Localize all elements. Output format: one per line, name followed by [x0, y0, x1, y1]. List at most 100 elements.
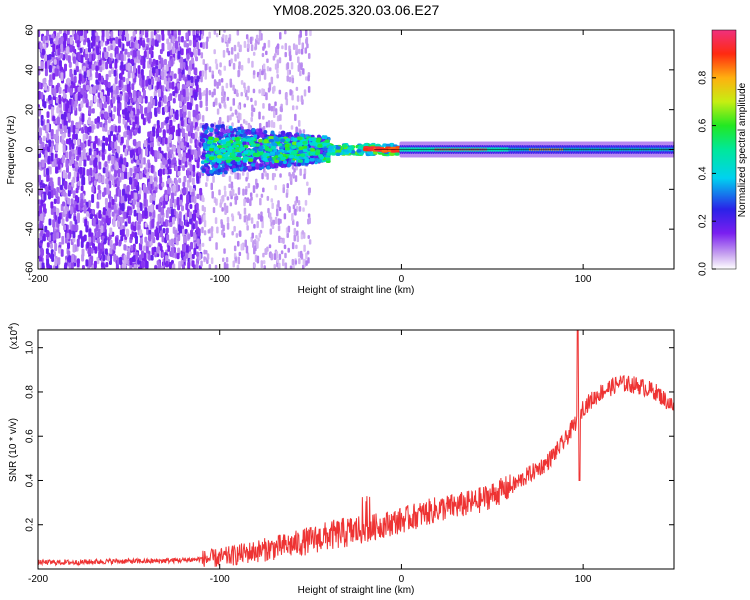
spectrogram-cell [203, 256, 206, 261]
spectrogram-cell [73, 149, 77, 155]
spectrogram-cell [67, 197, 71, 205]
spectrogram-cell [136, 159, 140, 165]
spectrogram-cell [55, 142, 59, 152]
spectrogram-cell [73, 171, 77, 178]
spectrogram-cell [112, 83, 116, 91]
spectrogram-cell [167, 30, 171, 36]
spectrogram-cell [258, 111, 261, 120]
spectrogram-cell [182, 165, 186, 171]
spectrogram-cell [290, 62, 294, 70]
spectrogram-cell [196, 126, 200, 132]
spectrogram-cell [242, 162, 247, 167]
spectrogram-cell [121, 32, 125, 42]
spectrogram-cell [262, 152, 268, 157]
spectrogram-cell [213, 79, 217, 87]
spectrogram-cell [270, 198, 274, 203]
spectrogram-cell [40, 199, 44, 207]
spectrogram-cell [265, 92, 268, 101]
spectrogram-cell [218, 131, 223, 136]
spectrogram-cell [142, 39, 146, 48]
spectrogram-cell [308, 217, 311, 225]
spectrogram-cell [151, 219, 155, 228]
spectrogram-cell [159, 49, 163, 55]
spectrogram-cell [170, 108, 174, 116]
spectrogram-cell [53, 88, 57, 97]
spectrogram-cell [155, 59, 159, 66]
spectrogram-cell [242, 119, 246, 124]
spectrogram-cell [272, 111, 276, 118]
spectrogram-cell [158, 203, 162, 213]
spectrogram-cell [96, 46, 100, 56]
spectrogram-cell [72, 244, 76, 253]
spectrogram-cell [276, 48, 280, 56]
spectrogram-cell [83, 234, 87, 242]
spectrogram-cell [50, 201, 54, 209]
spectrogram-cell [127, 145, 131, 152]
spectrogram-cell [79, 47, 83, 54]
spectrogram-cell [219, 202, 222, 208]
spectrogram-cell [244, 188, 248, 196]
spectrogram-cell [57, 48, 61, 56]
spectrogram-cell [135, 251, 139, 260]
spectrogram-cell [223, 65, 227, 71]
spectrogram-cell [170, 208, 174, 218]
spectrogram-cell [174, 40, 178, 50]
spectrogram-cell [288, 76, 292, 83]
spectrogram-cell [121, 172, 125, 180]
spectrogram-cell [229, 190, 232, 197]
spectrogram-cell [144, 207, 148, 217]
spectrogram-cell [107, 154, 111, 161]
spectrogram-cell [166, 234, 170, 241]
spectrogram-cell [143, 191, 147, 201]
spectrogram-cell [95, 173, 99, 180]
spectrogram-cell [225, 82, 229, 89]
spectrogram-cell [43, 208, 47, 214]
spectrogram-cell [201, 168, 206, 173]
spectrogram-cell [277, 200, 280, 208]
spectrogram-cell [75, 187, 79, 194]
spectrogram-cell [42, 35, 46, 44]
spectrogram-cell [218, 103, 222, 109]
spectrogram-cell [292, 204, 296, 210]
spectrogram-cell [315, 138, 321, 143]
spectrogram-cell [111, 211, 115, 217]
spectrogram-cell [159, 168, 163, 178]
spectrogram-cell [213, 122, 217, 130]
spectrogram-cell [202, 42, 205, 50]
spectrogram-cell [132, 121, 136, 131]
spectrogram-cell [203, 230, 207, 236]
spectrogram-cell [58, 247, 62, 254]
spectrogram-cell [172, 97, 176, 104]
spectrogram-cell [252, 185, 256, 194]
spectrogram-cell [107, 216, 111, 225]
spectrogram-cell [276, 59, 280, 65]
spectrogram-cell [197, 146, 201, 156]
spectrogram-cell [272, 55, 276, 61]
spectrogram-cell [117, 168, 121, 178]
spectrogram-cell [277, 154, 283, 158]
spectrogram-cell [304, 47, 308, 54]
spectrogram-cell [127, 86, 131, 95]
spectrogram-cell [286, 62, 290, 70]
spectrogram-cell [50, 243, 54, 249]
spectrogram-cell [79, 30, 83, 36]
spectrogram-cell [213, 30, 217, 35]
spectrogram-cell [135, 101, 139, 111]
spectrogram-cell [230, 181, 234, 189]
spectrogram-cell [59, 184, 63, 191]
spectrogram-cell [281, 45, 284, 50]
spectrogram-cell [225, 256, 229, 263]
spectrogram-cell [177, 205, 181, 211]
spectrogram-cell [99, 248, 103, 255]
spectrogram-cell [322, 142, 328, 147]
spectrogram-cell [286, 182, 289, 189]
spectrogram-cell [97, 92, 101, 98]
spectrogram-cell [134, 58, 138, 64]
spectrogram-cell [274, 138, 280, 142]
spectrogram-cell [102, 167, 106, 174]
spectrogram-cell [211, 74, 215, 79]
spectrogram-cell [63, 40, 67, 49]
spectrogram-cell [72, 237, 76, 243]
spectrogram-cell [297, 162, 302, 167]
spectrogram-cell [132, 30, 136, 38]
